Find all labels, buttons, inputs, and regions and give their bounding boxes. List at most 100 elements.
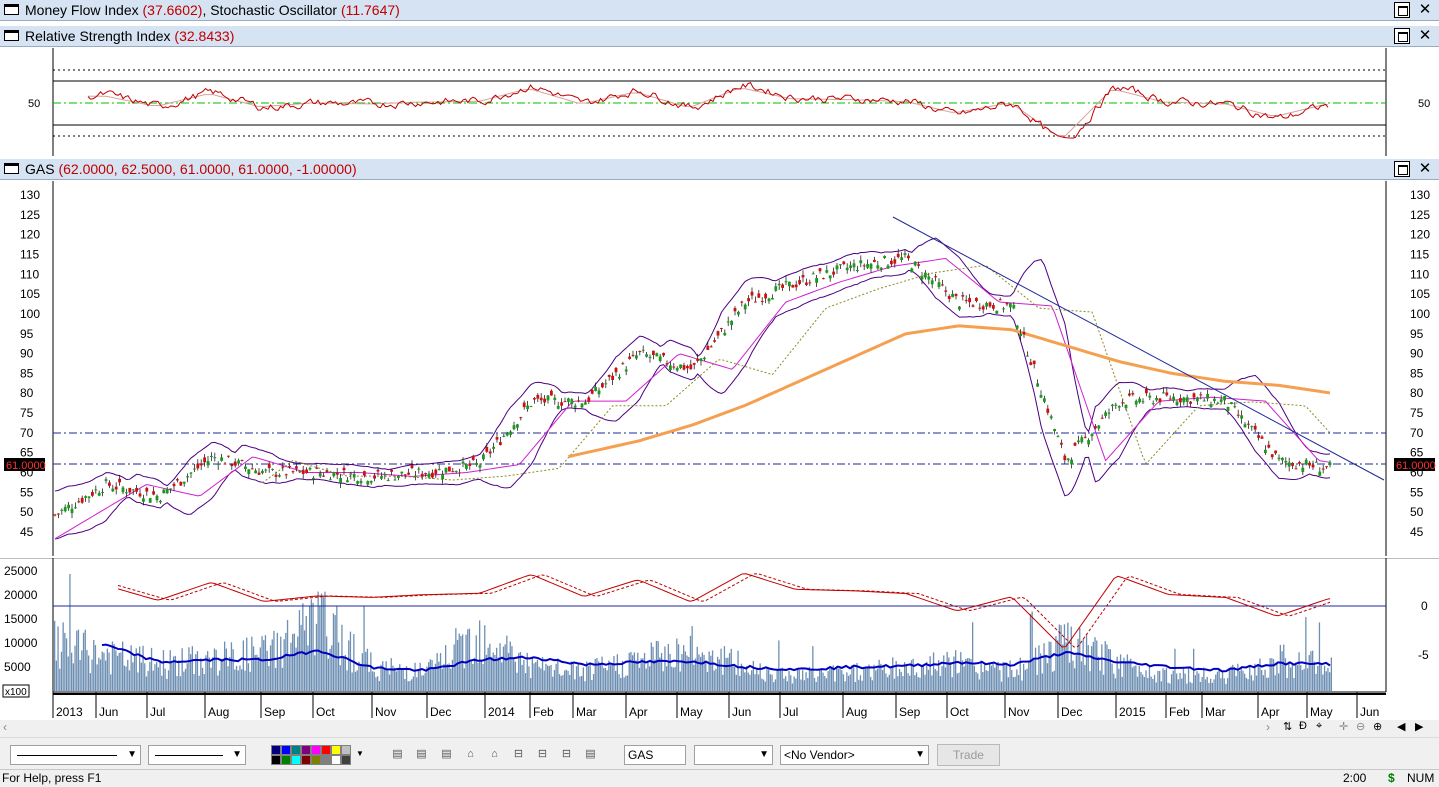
color-swatch[interactable] (341, 755, 351, 765)
volume-bar (1220, 678, 1222, 691)
volume-bar (1006, 662, 1008, 691)
volume-bar (805, 672, 807, 691)
color-swatch[interactable] (321, 755, 331, 765)
doc-icon[interactable]: ▤ (392, 748, 403, 760)
layout-icon-2[interactable]: ⊟ (537, 748, 548, 760)
period-select[interactable]: ▼ (694, 745, 773, 765)
volume-bar (441, 668, 443, 691)
candle-body (145, 487, 149, 492)
volume-bar (1216, 671, 1219, 691)
volume-bar (815, 681, 817, 691)
doc-icon-2[interactable]: ▤ (416, 748, 427, 760)
drawing-icon[interactable]: ⌖ (1316, 720, 1323, 732)
insert-text-icon-2[interactable]: ⌂ (491, 748, 498, 760)
prev-bar-icon[interactable]: ◀ (1397, 721, 1406, 733)
next-bar-icon[interactable]: ▶ (1415, 721, 1424, 733)
candle-body (951, 293, 954, 298)
volume-bar (108, 652, 110, 691)
palette-dropdown-icon[interactable]: ▼ (356, 749, 364, 758)
zoom-in-icon[interactable]: ⊕ (1373, 721, 1383, 733)
price-pane-titlebar[interactable]: GAS (62.0000, 62.5000, 61.0000, 61.0000,… (0, 159, 1439, 180)
daily-icon[interactable]: Ð (1299, 720, 1307, 732)
trade-button[interactable]: Trade (937, 744, 1000, 766)
volume-bar (394, 667, 396, 691)
zoom-out-icon[interactable]: ⊖ (1356, 721, 1366, 733)
candle-body (352, 473, 356, 478)
insert-text-icon[interactable]: ⌂ (467, 748, 474, 760)
volume-bar (689, 635, 692, 691)
rsi-chart-area[interactable]: 50 50 (0, 48, 1439, 156)
color-swatch[interactable] (301, 755, 311, 765)
color-swatch[interactable] (271, 755, 281, 765)
candle-body (267, 463, 271, 468)
vendor-select[interactable]: <No Vendor> ▼ (780, 745, 929, 765)
volume-bar (740, 663, 743, 691)
volume-bar (830, 666, 833, 691)
candle-body (1274, 450, 1277, 454)
symbol-input[interactable]: GAS (624, 745, 686, 765)
line-style-select[interactable]: ▼ (10, 745, 141, 765)
line-width-select[interactable]: ▼ (148, 745, 246, 765)
color-swatch[interactable] (291, 755, 301, 765)
volume-bar (819, 670, 821, 691)
color-swatch[interactable] (311, 755, 321, 765)
volume-bar (613, 655, 615, 691)
candle-body (590, 389, 594, 394)
candle-body (509, 431, 512, 435)
candle-body (924, 272, 927, 278)
volume-bar (288, 655, 290, 691)
volume-bar (836, 666, 838, 691)
scroll-right-icon[interactable]: › (1266, 720, 1270, 734)
candle-body (944, 290, 948, 292)
color-swatch[interactable] (331, 745, 341, 755)
candle-body (1145, 388, 1148, 394)
volume-bar (1170, 674, 1173, 691)
maximize-pane-button[interactable] (1394, 161, 1410, 177)
refresh-icon[interactable]: ⇅ (1283, 721, 1293, 733)
volume-bar (1050, 641, 1052, 691)
doc-icon-3[interactable]: ▤ (441, 748, 452, 760)
candle-body (726, 321, 730, 323)
close-pane-button[interactable]: ✕ (1418, 1, 1432, 18)
volume-bar (224, 641, 226, 691)
candle-body (1298, 462, 1301, 464)
mfi-pane-titlebar[interactable]: Money Flow Index (37.6602), Stochastic O… (0, 0, 1439, 21)
doc-icon-4[interactable]: ▤ (585, 748, 596, 760)
close-pane-button[interactable]: ✕ (1418, 160, 1432, 177)
volume-bar (764, 681, 766, 691)
color-swatch[interactable] (321, 745, 331, 755)
last-price-tag-text: 61.0000 (6, 460, 46, 472)
rsi-pane-titlebar[interactable]: Relative Strength Index (32.8433) ✕ (0, 26, 1439, 47)
close-pane-button[interactable]: ✕ (1418, 27, 1432, 44)
x-axis-label: Aug (846, 705, 867, 719)
price-right-tick: 80 (1410, 386, 1424, 400)
volume-bar (1211, 682, 1213, 691)
volume-bar (315, 623, 318, 691)
volume-bar (373, 671, 375, 691)
color-swatch[interactable] (341, 745, 351, 755)
candle-body (1111, 404, 1114, 407)
color-swatch[interactable] (281, 755, 291, 765)
volume-bar (881, 670, 884, 691)
color-swatch[interactable] (311, 745, 321, 755)
color-swatch[interactable] (301, 745, 311, 755)
maximize-pane-button[interactable] (1394, 2, 1410, 18)
color-swatch[interactable] (291, 745, 301, 755)
price-chart-area[interactable]: 130 125 120 115 110 105 100 95 90 85 80 75 70 65 60 55 5… (0, 181, 1439, 556)
color-swatch[interactable] (271, 745, 281, 755)
scroll-left-icon[interactable]: ‹ (3, 720, 7, 734)
candle-body (845, 267, 849, 271)
layout-icon-3[interactable]: ⊟ (561, 748, 572, 760)
volume-bar (1048, 641, 1050, 691)
color-palette[interactable] (271, 745, 355, 765)
horizontal-scrollbar[interactable]: ‹ › ⇅ Ð ⌖ ✛ ⊖ ⊕ ◀ ▶ (0, 720, 1439, 737)
crosshair-icon[interactable]: ✛ (1339, 721, 1349, 733)
volume-bar (992, 661, 994, 691)
layout-icon[interactable]: ⊟ (513, 748, 524, 760)
volume-bar (747, 672, 749, 691)
color-swatch[interactable] (331, 755, 341, 765)
maximize-pane-button[interactable] (1394, 28, 1410, 44)
color-swatch[interactable] (281, 745, 291, 755)
volume-bar (264, 635, 267, 691)
